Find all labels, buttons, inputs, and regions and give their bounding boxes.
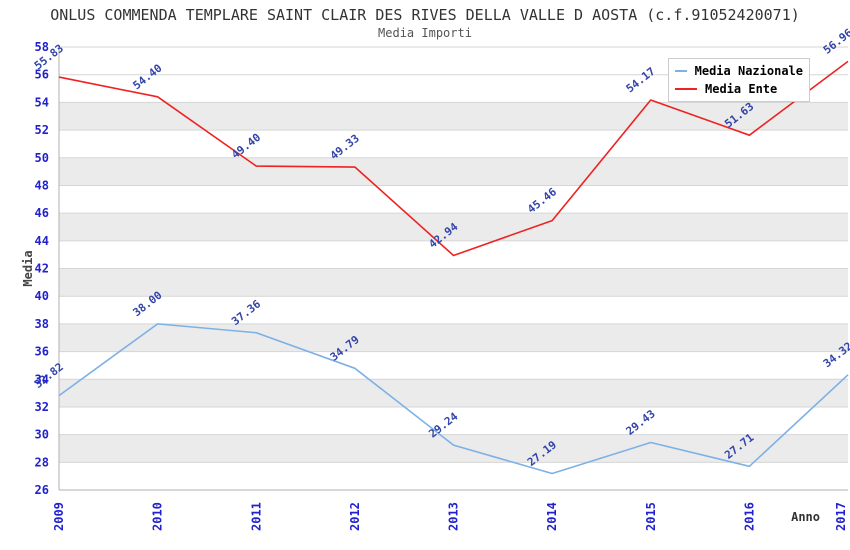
data-label: 54.40 — [130, 62, 164, 93]
plot-background-bands — [59, 102, 848, 463]
data-label: 54.17 — [624, 65, 658, 96]
y-tick-label: 34 — [35, 372, 49, 386]
x-tick-label: 2010 — [151, 502, 165, 531]
y-tick-label: 26 — [35, 483, 49, 497]
legend-swatch-blue-line — [675, 70, 687, 73]
x-tick-label: 2012 — [348, 502, 362, 531]
x-tick-label: 2016 — [742, 502, 756, 531]
y-tick-label: 36 — [35, 345, 49, 359]
data-label: 49.40 — [229, 131, 263, 162]
series-line-media-ente — [58, 60, 849, 257]
legend-box: Media Nazionale Media Ente — [668, 58, 810, 102]
legend-item-media-nazionale: Media Nazionale — [675, 64, 803, 78]
y-tick-label: 52 — [35, 123, 49, 137]
data-label: 29.43 — [624, 407, 658, 438]
x-tick-label: 2017 — [834, 502, 848, 531]
y-tick-label: 32 — [35, 400, 49, 414]
y-tick-label: 42 — [35, 262, 49, 276]
y-tick-label: 28 — [35, 455, 49, 469]
chart-subtitle: Media Importi — [378, 26, 472, 40]
y-axis-tick-labels: 26 28 30 32 34 36 38 40 42 44 46 48 50 52 54 56 58 — [35, 40, 49, 497]
legend-label: Media Nazionale — [694, 64, 803, 79]
x-tick-label: 2014 — [545, 502, 559, 531]
y-tick-label: 38 — [35, 317, 49, 331]
x-tick-label: 2011 — [249, 502, 263, 531]
y-tick-label: 50 — [35, 151, 49, 165]
y-tick-label: 40 — [35, 289, 49, 303]
y-tick-label: 58 — [35, 40, 49, 54]
series-line-media-nazionale — [58, 323, 849, 475]
legend-label: Media Ente — [705, 81, 778, 96]
data-label: 56.96 — [821, 26, 850, 57]
legend-item-media-ente: Media Ente — [675, 82, 803, 96]
y-axis-title: Media — [21, 250, 35, 286]
y-tick-label: 54 — [35, 95, 49, 109]
x-axis-title: Anno — [791, 510, 820, 524]
data-label: 45.46 — [525, 185, 559, 216]
y-tick-label: 48 — [35, 178, 49, 192]
y-tick-label: 30 — [35, 428, 49, 442]
x-axis-tick-labels: 2009 2010 2011 2012 2013 2014 2015 2016 2017 — [52, 502, 848, 531]
axis-borders — [58, 47, 848, 491]
chart-title: ONLUS COMMENDA TEMPLARE SAINT CLAIR DES … — [50, 6, 800, 24]
axis-titles: Media Anno — [21, 250, 820, 524]
y-tick-label: 44 — [35, 234, 49, 248]
x-tick-label: 2009 — [52, 502, 66, 531]
x-tick-label: 2015 — [644, 502, 658, 531]
x-tick-label: 2013 — [447, 502, 461, 531]
y-tick-label: 46 — [35, 206, 49, 220]
y-tick-label: 56 — [35, 68, 49, 82]
legend-swatch-red-line — [675, 87, 697, 90]
